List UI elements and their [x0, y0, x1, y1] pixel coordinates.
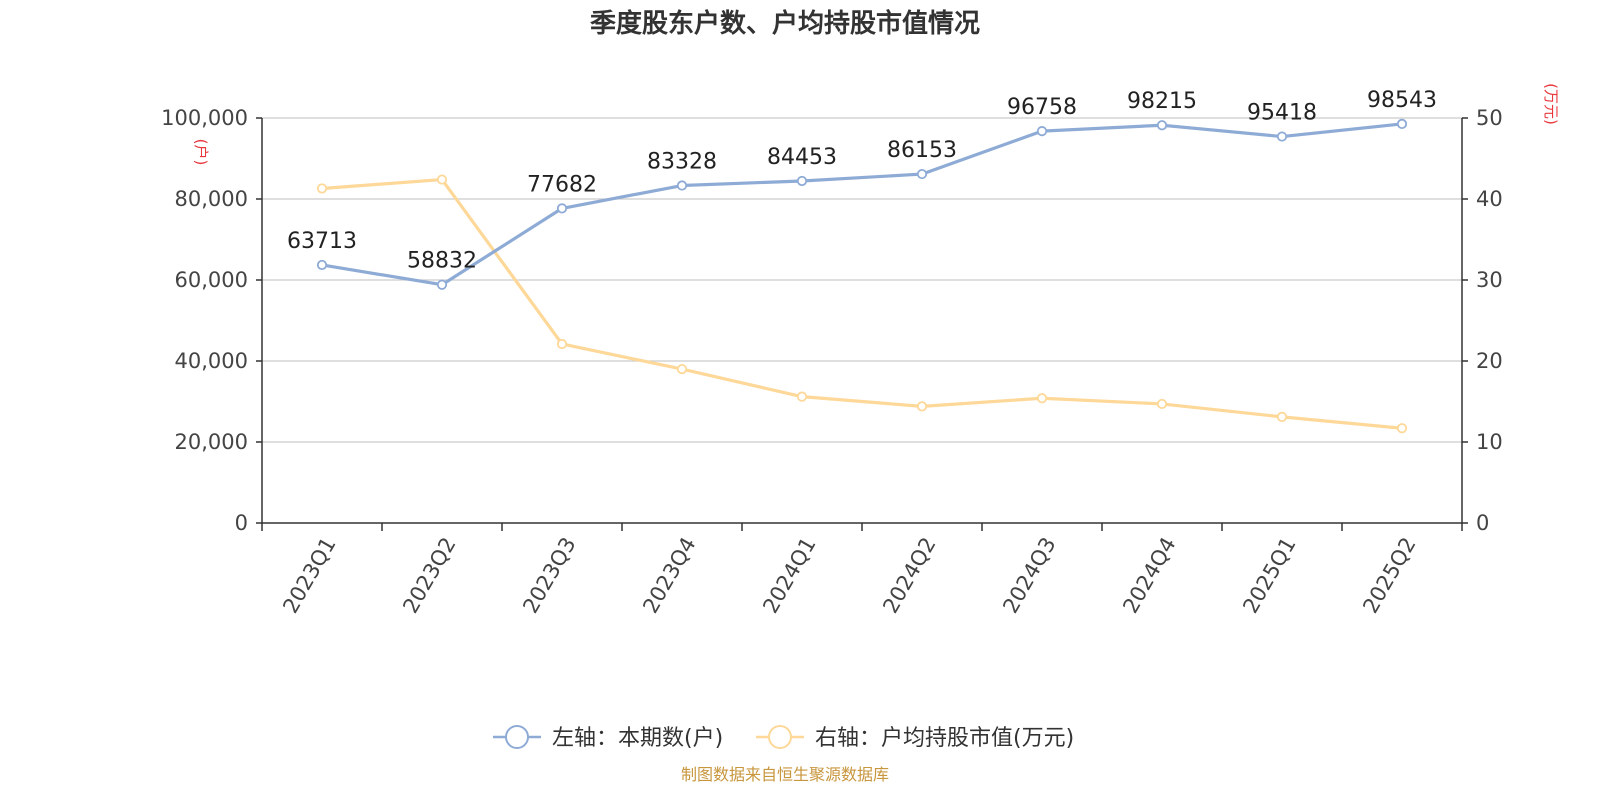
x-tick-label: 2023Q2	[398, 533, 460, 617]
data-label: 95418	[1247, 101, 1317, 126]
right-axis-unit: (万元)	[1542, 83, 1560, 125]
data-point-holders	[916, 168, 928, 180]
data-label: 63713	[287, 229, 357, 254]
data-point-avg-value	[676, 363, 688, 375]
data-point-avg-value	[316, 183, 328, 194]
left-tick-label: 20,000	[175, 430, 248, 454]
data-point-holders	[1036, 126, 1048, 137]
x-tick-label: 2024Q4	[1118, 533, 1180, 617]
series-layer	[316, 118, 1408, 434]
left-tick-label: 100,000	[161, 106, 248, 130]
data-labels: 63713 58832 77682 83328 84453 86153 96758 98215…	[287, 88, 1437, 274]
right-tick-label: 40	[1476, 187, 1503, 211]
tick-labels: 0 20,000 40,000 60,000 80,000 100,000 0 10 20 30 4…	[161, 106, 1503, 617]
axes	[256, 117, 1468, 531]
data-point-holders	[796, 175, 808, 187]
series-line-holders	[321, 122, 1403, 287]
data-point-avg-value	[1036, 393, 1048, 404]
data-point-holders	[676, 180, 688, 191]
data-point-holders	[1276, 131, 1288, 142]
x-tick-label: 2024Q1	[758, 533, 820, 617]
series-line-avg-value	[321, 177, 1403, 430]
data-point-holders	[556, 203, 568, 214]
x-tick-label: 2025Q1	[1238, 533, 1300, 617]
left-tick-label: 80,000	[175, 187, 248, 211]
data-label: 98215	[1127, 89, 1197, 114]
data-point-holders	[1396, 118, 1408, 130]
left-tick-label: 40,000	[175, 349, 248, 373]
legend: 左轴：本期数(户) 右轴：户均持股市值(万元)	[493, 725, 1074, 751]
data-point-holders	[436, 279, 448, 290]
right-tick-label: 20	[1476, 349, 1503, 373]
chart-title: 季度股东户数、户均持股市值情况	[590, 8, 980, 39]
data-point-avg-value	[1396, 423, 1408, 434]
source-note: 制图数据来自恒生聚源数据库	[681, 765, 889, 784]
left-tick-label: 60,000	[175, 268, 248, 292]
data-label: 84453	[767, 145, 837, 170]
right-tick-label: 30	[1476, 268, 1503, 292]
data-label: 83328	[647, 150, 717, 175]
grid-lines	[262, 117, 1462, 443]
data-point-avg-value	[436, 174, 448, 185]
legend-marker	[768, 725, 792, 749]
x-tick-label: 2024Q2	[878, 533, 940, 617]
data-point-avg-value	[556, 338, 568, 350]
data-point-avg-value	[916, 401, 928, 412]
data-label: 98543	[1367, 88, 1437, 113]
data-point-holders	[1156, 120, 1168, 131]
right-tick-label: 50	[1476, 106, 1503, 130]
legend-label: 左轴：本期数(户)	[552, 726, 723, 751]
data-label: 86153	[887, 138, 957, 163]
x-tick-label: 2025Q2	[1358, 533, 1420, 617]
right-tick-label: 10	[1476, 430, 1503, 454]
x-tick-label: 2024Q3	[998, 533, 1060, 617]
data-point-avg-value	[1156, 398, 1168, 410]
legend-label: 右轴：户均持股市值(万元)	[815, 726, 1074, 751]
right-tick-label: 0	[1476, 511, 1489, 535]
x-tick-label: 2023Q4	[638, 533, 700, 617]
data-point-holders	[316, 259, 328, 271]
x-tick-label: 2023Q1	[278, 533, 340, 617]
data-point-avg-value	[1276, 411, 1288, 422]
left-axis-unit: (户)	[192, 139, 210, 166]
data-point-avg-value	[796, 391, 808, 402]
left-tick-label: 0	[235, 511, 248, 535]
legend-marker	[505, 725, 529, 749]
data-label: 77682	[527, 172, 597, 197]
data-label: 58832	[407, 249, 477, 274]
data-label: 96758	[1007, 95, 1077, 120]
x-tick-label: 2023Q3	[518, 533, 580, 617]
